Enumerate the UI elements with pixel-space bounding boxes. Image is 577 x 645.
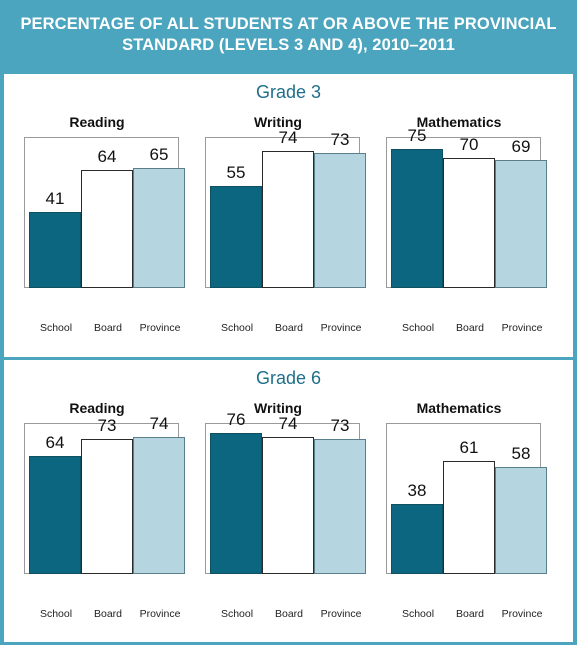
category-label: School [401, 608, 435, 620]
data-label: 38 [407, 481, 427, 500]
bar-board [443, 461, 495, 574]
bar-province [495, 467, 547, 574]
category-label: Board [455, 322, 485, 334]
bar-province [133, 168, 185, 288]
bar-board [443, 158, 495, 288]
data-label: 73 [330, 416, 350, 435]
grade-panel: Grade 3 Reading 41 School 64 Board 65 Provinc… [4, 74, 573, 357]
bar-board [262, 151, 314, 288]
data-label: 75 [407, 126, 427, 145]
category-label: School [220, 608, 254, 620]
chart: Reading 64 School 73 Board 74 Province [16, 360, 185, 642]
data-label: 64 [45, 433, 65, 452]
category-label: Province [139, 608, 181, 620]
category-label: Board [93, 608, 123, 620]
category-label: School [39, 322, 73, 334]
data-label: 41 [45, 189, 65, 208]
bar-school [29, 212, 81, 288]
category-label: Province [320, 608, 362, 620]
bar-school [210, 433, 262, 574]
grade-title: Grade 3 [255, 82, 322, 102]
category-label: Province [501, 322, 543, 334]
category-label: Board [455, 608, 485, 620]
bar-province [133, 437, 185, 574]
bar-board [81, 439, 133, 574]
grade-panel: Grade 6 Reading 64 School 73 Board 74 Provinc… [4, 360, 573, 642]
chart: Mathematics 38 School 61 Board 58 Province [378, 360, 547, 642]
data-label: 61 [459, 438, 479, 457]
category-label: Board [274, 608, 304, 620]
bar-board [262, 437, 314, 574]
chart-title: Mathematics [416, 400, 502, 416]
bar-province [314, 153, 366, 288]
data-label: 73 [97, 416, 117, 435]
data-label: 69 [511, 137, 531, 156]
bar-board [81, 170, 133, 288]
data-label: 74 [149, 414, 169, 433]
chart-title: Mathematics [416, 114, 502, 130]
category-label: Province [139, 322, 181, 334]
category-label: School [401, 322, 435, 334]
chart: Writing 76 School 74 Board 73 Province [197, 360, 366, 642]
data-label: 74 [278, 128, 298, 147]
chart-title: Reading [69, 114, 125, 130]
data-label: 64 [97, 147, 117, 166]
figure-title: PERCENTAGE OF ALL STUDENTS AT OR ABOVE T… [20, 15, 557, 54]
category-label: School [220, 322, 254, 334]
data-label: 70 [459, 135, 479, 154]
chart-title: Writing [254, 114, 302, 130]
bar-province [495, 160, 547, 288]
chart-title: Reading [69, 400, 125, 416]
bar-school [391, 149, 443, 288]
data-label: 74 [278, 414, 298, 433]
data-label: 76 [226, 410, 246, 429]
chart: Mathematics 75 School 70 Board 69 Province [378, 74, 547, 357]
bar-province [314, 439, 366, 574]
chart: Writing 55 School 74 Board 73 Province [197, 74, 366, 357]
data-label: 65 [149, 145, 169, 164]
chart-title: Writing [254, 400, 302, 416]
bar-school [29, 456, 81, 574]
category-label: Province [501, 608, 543, 620]
chart: Reading 41 School 64 Board 65 Province [16, 74, 185, 357]
data-label: 55 [226, 163, 246, 182]
grade-title: Grade 6 [255, 368, 322, 388]
category-label: Board [274, 322, 304, 334]
category-label: Board [93, 322, 123, 334]
category-label: Province [320, 322, 362, 334]
data-label: 58 [511, 444, 531, 463]
bar-school [210, 186, 262, 288]
bar-school [391, 504, 443, 574]
category-label: School [39, 608, 73, 620]
data-label: 73 [330, 130, 350, 149]
